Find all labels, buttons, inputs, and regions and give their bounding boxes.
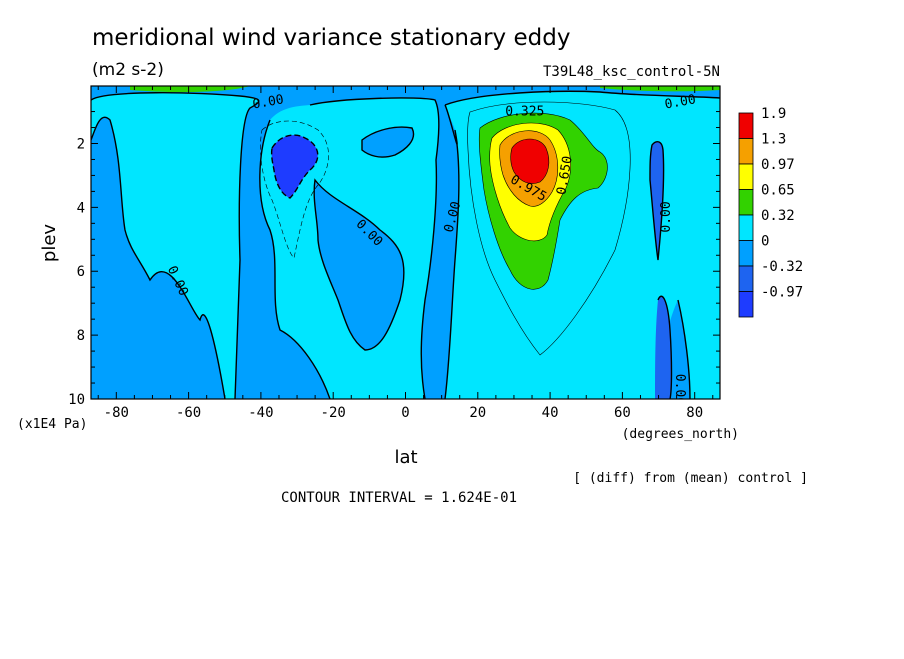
- x-tick-label: 60: [614, 405, 631, 421]
- x-tick-label: -40: [248, 405, 273, 421]
- x-axis: -80 -60 -40 -20 0 20 40 60 80: [97, 86, 714, 421]
- y-units-label: (x1E4 Pa): [17, 417, 87, 432]
- legend-swatch: [738, 214, 754, 241]
- y-tick-label: 6: [77, 264, 85, 280]
- legend-label: 0: [761, 234, 769, 250]
- contour-label: 0.00: [664, 92, 697, 112]
- x-tick-label: 80: [686, 405, 703, 421]
- legend-swatch: [738, 291, 754, 318]
- x-tick-label: -60: [176, 405, 201, 421]
- contour-label: 0.00: [672, 374, 687, 405]
- y-tick-label: 8: [77, 328, 85, 344]
- contour-fill-positive-south: [91, 92, 259, 399]
- y-tick-label: 2: [77, 136, 85, 152]
- x-tick-label: 20: [469, 405, 486, 421]
- contour-label: 0.650: [554, 155, 576, 196]
- legend-label: 0.32: [761, 208, 795, 224]
- contour-fill-inner-blue: [314, 180, 404, 350]
- x-tick-label: -20: [321, 405, 346, 421]
- contour-fill-inner-blue-2: [362, 127, 414, 158]
- legend-swatch: [738, 189, 754, 216]
- legend-label: 1.9: [761, 106, 786, 122]
- x-units-label: (degrees_north): [622, 427, 739, 442]
- legend-swatch: [738, 112, 754, 139]
- y-tick-label: 4: [77, 200, 85, 216]
- contour-interval: CONTOUR INTERVAL = 1.624E-01: [281, 490, 517, 506]
- contour-fill-negative-south: [271, 135, 318, 198]
- legend-label: 0.97: [761, 157, 795, 173]
- legend-swatch: [738, 163, 754, 190]
- legend-label: -0.97: [761, 285, 803, 301]
- x-tick-label: 40: [542, 405, 559, 421]
- contour-label: 0.325: [505, 105, 544, 120]
- chart-title: meridional wind variance stationary eddy: [92, 25, 570, 51]
- x-axis-title: lat: [394, 447, 417, 468]
- contour-fill-red: [510, 139, 549, 184]
- contour-fill-negative-north-2: [655, 296, 672, 399]
- contour-fill-top-green: [130, 86, 250, 93]
- contour-label: 0.00: [251, 92, 284, 112]
- y-tick-label: 10: [68, 392, 85, 408]
- legend-swatch: [738, 138, 754, 165]
- contour-fill-top-green-2: [600, 86, 720, 92]
- legend-swatch: [738, 240, 754, 267]
- chart-units: (m2 s-2): [92, 60, 164, 80]
- y-axis-title: plev: [39, 224, 60, 263]
- contour-label: 0.00: [659, 201, 674, 232]
- contour-lines: [91, 90, 720, 399]
- legend-label: 1.3: [761, 132, 786, 148]
- legend-label: 0.65: [761, 183, 795, 199]
- legend-label: -0.32: [761, 259, 803, 275]
- x-tick-label: 0: [401, 405, 409, 421]
- run-label: T39L48_ksc_control-5N: [543, 64, 720, 80]
- legend-swatch: [738, 265, 754, 292]
- diff-note: [ (diff) from (mean) control ]: [573, 471, 808, 486]
- y-axis: 2 4 6 8 10: [68, 111, 720, 408]
- x-tick-label: -80: [104, 405, 129, 421]
- color-legend: 1.9 1.3 0.97 0.65 0.32 0 -0.32 -0.97: [738, 106, 803, 318]
